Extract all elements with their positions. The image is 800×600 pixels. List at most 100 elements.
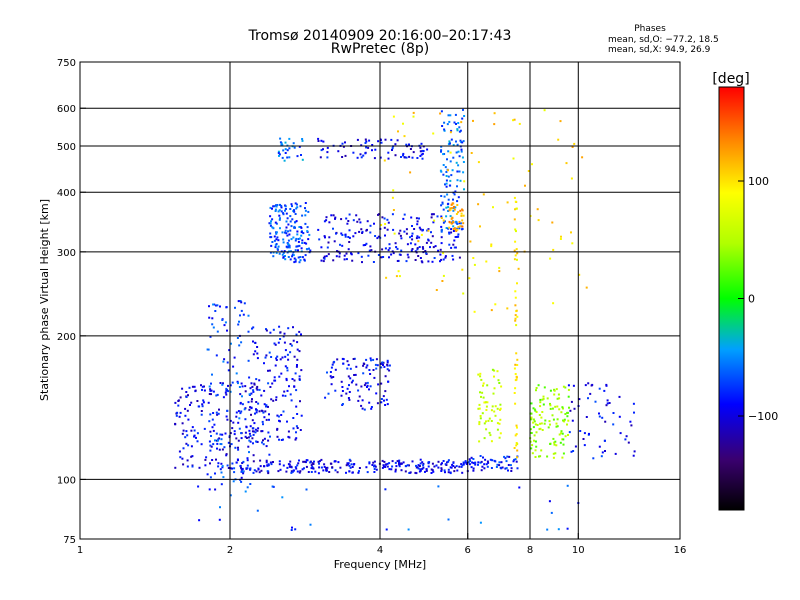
data-point	[530, 416, 533, 419]
data-point	[447, 471, 450, 474]
data-point	[416, 220, 419, 223]
data-point	[184, 414, 187, 417]
data-point	[308, 247, 310, 250]
data-point	[446, 193, 449, 196]
data-point	[570, 177, 573, 180]
data-point	[361, 407, 364, 410]
data-point	[572, 384, 575, 387]
data-point	[443, 128, 446, 131]
data-point	[490, 440, 493, 443]
data-point	[419, 146, 422, 149]
data-point	[333, 360, 336, 363]
data-point	[252, 353, 255, 356]
data-point	[335, 255, 338, 258]
data-point	[604, 420, 607, 423]
data-point	[292, 142, 295, 145]
data-point	[450, 174, 453, 177]
data-point	[449, 114, 452, 117]
data-point	[515, 248, 518, 251]
data-point	[444, 463, 447, 466]
data-point	[443, 195, 446, 198]
data-point	[270, 463, 273, 466]
data-point	[382, 395, 385, 398]
data-point	[322, 140, 325, 143]
data-point	[488, 417, 491, 420]
data-point	[208, 305, 210, 308]
data-point	[361, 230, 364, 233]
data-point	[624, 438, 627, 441]
data-point	[411, 460, 414, 463]
data-point	[443, 129, 446, 132]
data-point	[366, 386, 368, 388]
data-point	[419, 462, 422, 465]
data-point	[241, 462, 244, 464]
data-point	[441, 125, 444, 127]
data-point	[258, 471, 261, 474]
data-point	[539, 405, 542, 408]
data-point	[233, 471, 236, 474]
data-point	[449, 151, 452, 154]
data-point	[564, 435, 567, 438]
data-point	[296, 364, 298, 366]
data-point	[292, 417, 295, 419]
data-point	[447, 143, 450, 146]
data-point	[249, 387, 252, 390]
data-point	[268, 453, 271, 456]
data-point	[447, 468, 450, 471]
data-point	[210, 393, 212, 396]
data-point	[388, 256, 390, 259]
data-point	[226, 409, 229, 412]
data-point	[437, 249, 440, 252]
data-point	[177, 399, 180, 402]
data-point	[301, 256, 304, 259]
data-point	[305, 465, 308, 468]
data-point	[513, 392, 516, 394]
data-point	[549, 404, 552, 407]
y-tick-label: 500	[57, 142, 76, 153]
data-point	[388, 247, 391, 250]
data-point	[485, 420, 487, 423]
data-point	[625, 435, 628, 438]
data-point	[185, 396, 188, 398]
data-point	[368, 139, 371, 142]
data-point	[540, 416, 543, 419]
data-point	[557, 528, 560, 531]
data-point	[534, 449, 537, 452]
data-point	[470, 152, 473, 154]
data-point	[179, 456, 182, 459]
data-point	[187, 394, 189, 397]
data-point	[585, 286, 588, 289]
data-point	[420, 260, 423, 263]
data-point	[288, 436, 291, 439]
data-point	[442, 173, 445, 176]
data-point	[384, 375, 387, 378]
data-point	[252, 460, 255, 463]
data-point	[391, 460, 394, 463]
data-point	[289, 351, 292, 354]
data-point	[238, 320, 240, 323]
data-point	[455, 161, 458, 164]
data-point	[337, 461, 340, 464]
data-point	[538, 455, 540, 458]
data-point	[332, 214, 335, 217]
data-point	[390, 253, 393, 256]
data-point	[240, 432, 243, 435]
data-point	[384, 404, 387, 406]
data-point	[460, 214, 463, 217]
data-point	[388, 462, 391, 465]
data-point	[348, 213, 351, 216]
data-point	[318, 466, 321, 469]
data-point	[419, 257, 422, 259]
data-point	[587, 382, 590, 385]
data-point	[248, 408, 251, 411]
data-point	[418, 246, 421, 248]
data-point	[409, 148, 412, 150]
data-point	[554, 452, 557, 455]
data-point	[278, 463, 281, 466]
data-point	[446, 461, 448, 464]
data-point	[379, 156, 382, 159]
data-point	[498, 464, 501, 467]
data-point	[472, 458, 475, 460]
data-point	[418, 465, 421, 467]
data-point	[274, 364, 277, 367]
